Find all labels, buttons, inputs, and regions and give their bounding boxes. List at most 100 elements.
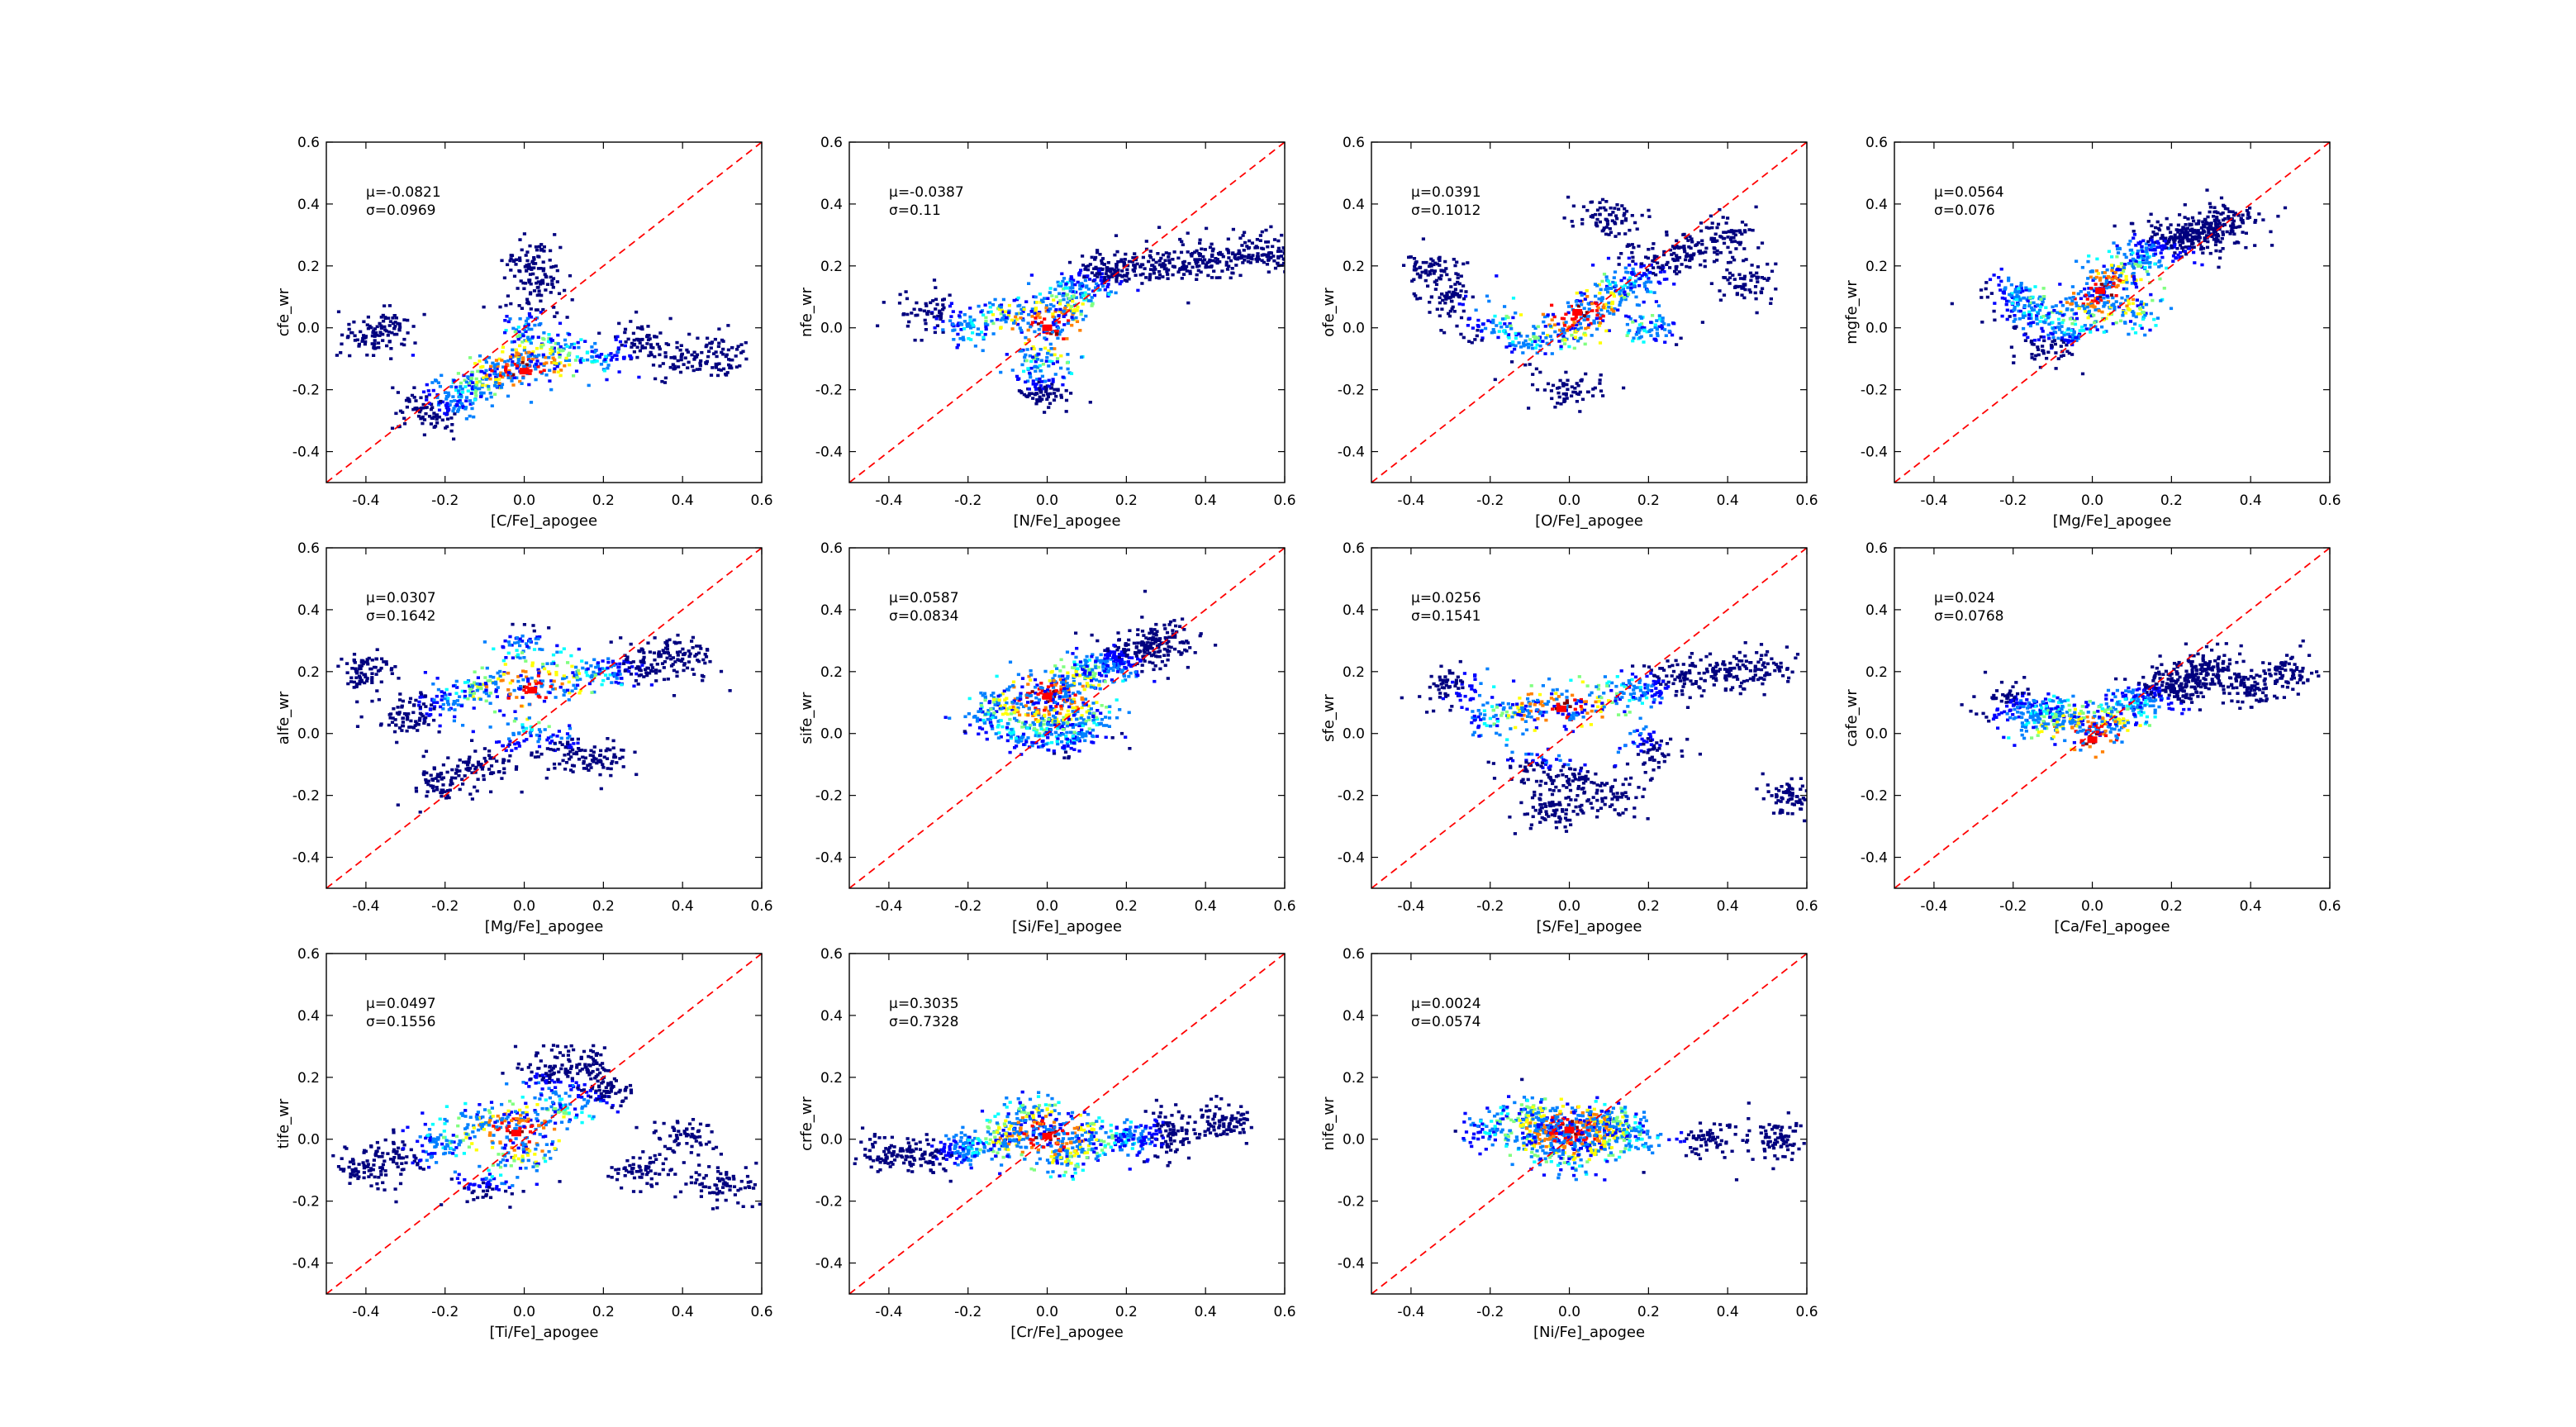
density-cell <box>1597 283 1601 287</box>
density-cell <box>2051 335 2056 340</box>
density-cell <box>1276 246 1281 250</box>
density-cell <box>577 691 582 695</box>
density-cell <box>1627 315 1631 319</box>
density-cell <box>1538 344 1542 348</box>
density-cell <box>1056 326 1061 330</box>
density-cell <box>538 245 542 249</box>
density-cell <box>2119 319 2123 323</box>
density-cell <box>568 743 572 747</box>
density-cell <box>1116 269 1120 272</box>
density-cell <box>1459 332 1463 336</box>
density-cell <box>764 367 768 370</box>
density-cell <box>525 259 530 263</box>
density-cell <box>1240 244 1244 247</box>
density-cell <box>1182 273 1186 276</box>
density-cell <box>1162 262 1166 265</box>
density-cell <box>915 301 919 305</box>
density-cell <box>596 759 600 763</box>
density-cell <box>2000 296 2004 300</box>
density-cell <box>558 740 563 744</box>
density-cell <box>1088 263 1092 266</box>
density-cell <box>366 315 370 319</box>
density-cell <box>2098 295 2103 299</box>
density-cell <box>520 634 525 638</box>
density-cell <box>2109 293 2113 297</box>
density-cell <box>473 670 477 673</box>
density-cell <box>1590 200 1595 204</box>
density-cell <box>1210 249 1214 253</box>
density-cell <box>2144 302 2149 307</box>
density-cell <box>1148 255 1153 259</box>
density-cell <box>988 305 992 309</box>
density-cell <box>1233 253 1237 257</box>
density-cell <box>2164 236 2168 240</box>
density-cell <box>1627 278 1631 282</box>
density-cell <box>598 670 602 673</box>
density-cell <box>612 664 616 668</box>
density-cell <box>520 340 525 344</box>
density-cell <box>551 277 556 280</box>
density-cell <box>1438 264 1442 267</box>
density-cell <box>2110 255 2114 259</box>
density-cell <box>971 323 975 327</box>
density-cell <box>359 715 364 719</box>
density-cell <box>572 764 576 768</box>
density-cell <box>542 331 546 335</box>
density-cell <box>2201 223 2206 226</box>
density-cell <box>560 743 564 746</box>
density-cell <box>1567 305 1571 308</box>
density-cell <box>551 286 555 289</box>
density-cell <box>568 351 572 355</box>
density-cell <box>973 345 977 348</box>
density-cell <box>454 385 459 389</box>
density-cell <box>660 662 665 665</box>
density-cell <box>1453 288 1457 291</box>
density-cell <box>1629 286 1633 290</box>
density-cell <box>1597 297 1601 301</box>
density-cell <box>1643 285 1647 288</box>
density-cell <box>2042 295 2046 298</box>
density-cell <box>1044 304 1049 307</box>
density-cell <box>1563 338 1567 342</box>
density-cell <box>695 353 700 357</box>
density-cell <box>1115 250 1119 254</box>
density-cell <box>550 740 554 743</box>
density-cell <box>432 411 436 415</box>
density-cell <box>533 323 537 327</box>
density-cell <box>483 358 487 362</box>
density-cell <box>1046 351 1050 355</box>
density-cell <box>387 331 391 334</box>
density-cell <box>421 416 425 420</box>
density-cell <box>1010 327 1015 331</box>
density-cell <box>535 635 539 639</box>
density-cell <box>546 768 550 771</box>
density-cell <box>548 672 552 676</box>
density-cell <box>609 773 613 778</box>
density-cell <box>2178 233 2182 236</box>
density-cell <box>1171 273 1175 277</box>
density-cell <box>1652 254 1656 258</box>
density-cell <box>1412 268 1416 272</box>
density-cell <box>1071 286 1075 290</box>
density-cell <box>2094 308 2098 312</box>
density-cell <box>528 637 532 641</box>
density-cell <box>2114 276 2118 280</box>
density-cell <box>1061 375 1065 379</box>
density-cell <box>1079 269 1083 272</box>
density-cell <box>2029 340 2033 344</box>
density-cell <box>541 269 545 273</box>
density-cell <box>509 302 513 306</box>
density-cell <box>2205 245 2210 250</box>
density-cell <box>2175 246 2179 250</box>
density-cell <box>1580 302 1584 307</box>
density-cell <box>1067 297 1072 300</box>
density-cell <box>1703 259 1707 263</box>
density-cell <box>458 787 462 792</box>
density-cell <box>482 640 487 644</box>
density-cell <box>951 310 955 313</box>
density-cell <box>510 644 514 647</box>
density-cell <box>948 293 952 297</box>
density-cell <box>1499 325 1504 329</box>
density-cell <box>716 345 720 349</box>
density-cell <box>1151 258 1156 262</box>
